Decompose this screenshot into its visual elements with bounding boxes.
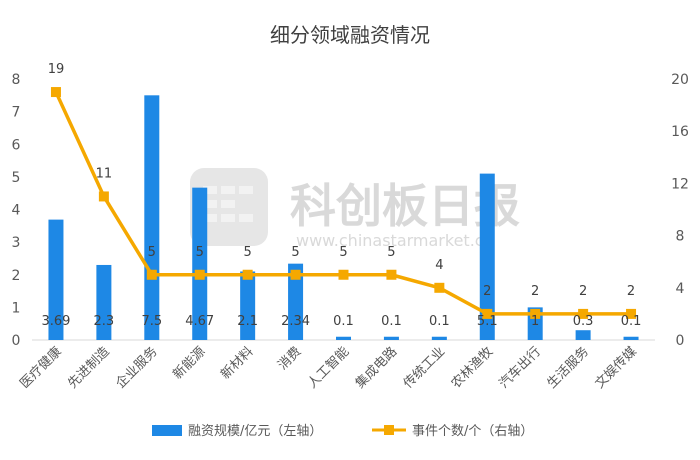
bar xyxy=(383,336,399,340)
legend-line-label: 事件个数/个（右轴） xyxy=(412,424,533,439)
x-tick-label: 新能源 xyxy=(170,344,209,383)
bar-data-label: 7.5 xyxy=(141,314,162,329)
line-point xyxy=(50,87,61,98)
bar-data-label: 0.1 xyxy=(621,314,642,329)
bar-data-label: 2.1 xyxy=(237,314,258,329)
line-data-label: 2 xyxy=(627,284,635,299)
line-point xyxy=(386,269,397,280)
bar-data-label: 2.3 xyxy=(94,314,115,329)
line-data-label: 5 xyxy=(148,245,156,260)
bar-data-label: 2.34 xyxy=(281,314,310,329)
chart-title: 细分领域融资情况 xyxy=(270,23,430,47)
y-right-tick-label: 16 xyxy=(671,124,689,140)
line-data-label: 2 xyxy=(579,284,587,299)
bar-data-label: 0.1 xyxy=(429,314,450,329)
x-tick-label: 农林渔牧 xyxy=(449,344,496,391)
line-data-label: 5 xyxy=(339,245,347,260)
y-left-tick-label: 0 xyxy=(12,333,21,349)
legend-bar-label: 融资规模/亿元（左轴） xyxy=(188,424,322,439)
line-point xyxy=(626,308,637,319)
watermark-url: www.chinastarmarket.cn xyxy=(296,231,494,250)
legend-bar-swatch xyxy=(152,425,182,436)
bar xyxy=(96,264,112,340)
line-data-label: 4 xyxy=(435,258,443,273)
line-point xyxy=(434,282,445,293)
y-right-tick-label: 8 xyxy=(676,229,685,245)
y-right-tick-label: 12 xyxy=(671,176,689,192)
x-tick-label: 集成电路 xyxy=(352,344,400,392)
y-right-tick-label: 4 xyxy=(676,281,685,297)
x-tick-label: 企业服务 xyxy=(113,344,161,392)
y-right-tick-label: 20 xyxy=(671,72,689,88)
bar xyxy=(575,330,591,340)
bar-data-label: 1 xyxy=(531,314,539,329)
line-point xyxy=(194,269,205,280)
y-left-tick-label: 7 xyxy=(12,105,21,121)
y-left-tick-label: 1 xyxy=(12,300,21,316)
line-data-label: 5 xyxy=(244,245,252,260)
watermark: 科创板日报 www.chinastarmarket.cn xyxy=(190,168,520,250)
bar-data-label: 4.67 xyxy=(185,314,214,329)
x-tick-label: 生活服务 xyxy=(544,344,592,392)
line-point xyxy=(530,308,541,319)
legend-line-marker xyxy=(384,425,394,435)
bar xyxy=(431,336,447,340)
line-point xyxy=(482,308,493,319)
line-point xyxy=(578,308,589,319)
line-series xyxy=(50,87,637,319)
y-left-tick-label: 3 xyxy=(12,235,21,251)
line-point xyxy=(146,269,157,280)
line-data-label: 11 xyxy=(96,166,113,181)
line-point xyxy=(98,191,109,202)
legend: 融资规模/亿元（左轴） 事件个数/个（右轴） xyxy=(152,424,533,439)
x-tick-label: 人工智能 xyxy=(305,344,352,391)
x-tick-label: 传统工业 xyxy=(401,344,448,391)
data-labels: 3.69 2.3 7.5 4.67 2.1 2.34 0.1 0.1 0.1 5.1 1 0.3 0.1… xyxy=(41,62,641,329)
x-tick-label: 先进制造 xyxy=(65,344,112,391)
bar xyxy=(479,173,495,340)
bar-data-label: 3.69 xyxy=(41,314,70,329)
line-data-label: 5 xyxy=(196,245,204,260)
bar-data-label: 5.1 xyxy=(477,314,498,329)
line-point xyxy=(290,269,301,280)
line-point xyxy=(338,269,349,280)
bar xyxy=(336,336,351,340)
bar xyxy=(240,271,256,340)
x-tick-label: 新材料 xyxy=(218,344,257,383)
line-data-label: 2 xyxy=(483,284,491,299)
bar-data-label: 0.1 xyxy=(333,314,354,329)
y-left-tick-label: 8 xyxy=(12,72,21,88)
y-left-tick-label: 4 xyxy=(12,203,21,219)
bar xyxy=(623,336,639,340)
x-tick-label: 文娱传媒 xyxy=(592,344,639,391)
line-point xyxy=(242,269,253,280)
line-data-label: 5 xyxy=(291,245,299,260)
line-data-label: 5 xyxy=(387,245,395,260)
bar-data-label: 0.1 xyxy=(381,314,402,329)
x-tick-label: 医疗健康 xyxy=(17,344,65,392)
y-left-tick-label: 2 xyxy=(12,268,21,284)
bar xyxy=(192,187,208,340)
y-right-tick-label: 0 xyxy=(676,333,685,349)
x-tick-label: 消费 xyxy=(275,344,304,373)
line-data-label: 19 xyxy=(48,62,65,77)
y-left-tick-label: 6 xyxy=(12,137,21,153)
bar xyxy=(288,263,304,340)
line-data-label: 2 xyxy=(531,284,539,299)
bar-data-label: 0.3 xyxy=(573,314,594,329)
bar xyxy=(48,219,64,340)
x-tick-label: 汽车出行 xyxy=(496,344,544,392)
y-left-tick-label: 5 xyxy=(12,170,21,186)
bar xyxy=(144,95,160,340)
